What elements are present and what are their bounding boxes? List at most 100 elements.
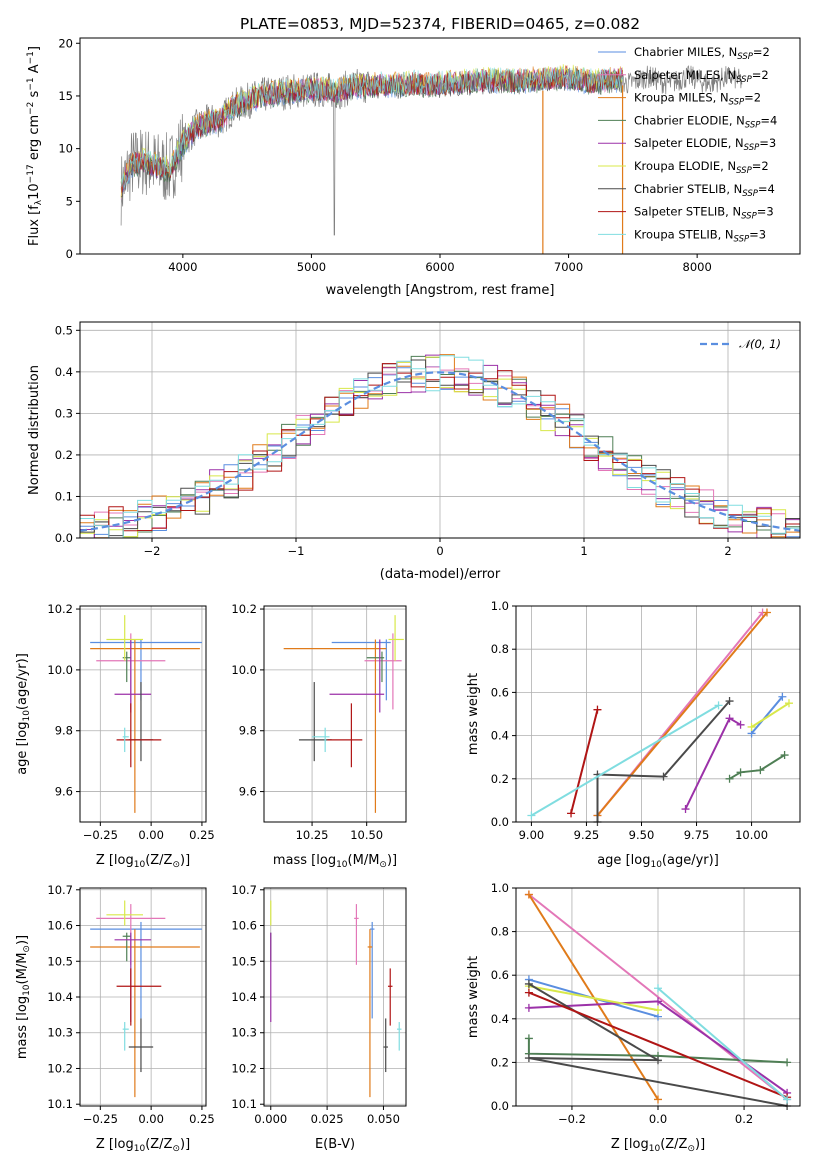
ssp-point-marker — [778, 692, 787, 701]
label-part: (M/M — [15, 953, 30, 985]
y-tick-label: 10.5 — [47, 954, 73, 968]
ssp-point-marker — [736, 720, 745, 729]
x-tick-label: 0.25 — [189, 1112, 215, 1126]
y-tick-label: 10.2 — [47, 602, 73, 616]
mass-weight-line — [751, 702, 790, 728]
y-tick-label: 9.8 — [55, 724, 73, 738]
ssp-point-marker — [784, 699, 793, 708]
legend-entry-sub: SSP — [741, 212, 757, 222]
y-tick-label: 10.1 — [231, 1097, 257, 1111]
x-tick-label: −0.25 — [83, 828, 118, 842]
label-part: mass [log — [273, 853, 336, 868]
legend-entry: Chabrier STELIB, NSSP=4 — [634, 182, 775, 199]
plot-frame — [79, 37, 801, 255]
legend-entry-name: Salpeter ELODIE, N — [634, 136, 744, 150]
ssp-point-marker — [762, 608, 771, 617]
y-tick-label: 0.3 — [55, 406, 73, 420]
label-part: )] — [180, 853, 190, 868]
x-tick-label: −1 — [288, 544, 305, 558]
label-part: Flux [f — [27, 205, 42, 246]
ssp-point-marker — [783, 1058, 792, 1067]
y-tick-label: 10.3 — [47, 1026, 73, 1040]
mass-weight-line — [528, 983, 788, 1107]
label-part: age [log — [597, 853, 650, 868]
label-part: )] — [695, 1137, 705, 1152]
y-tick-label: 10.2 — [231, 1061, 257, 1075]
label-part: 10 — [336, 860, 348, 870]
legend-entry-count: =4 — [758, 182, 775, 196]
x-tick-label: 10.25 — [296, 828, 329, 842]
ssp-point-marker — [654, 1006, 662, 1015]
label-part: ⊙ — [172, 860, 180, 870]
ssp-point-marker — [780, 751, 789, 760]
legend-entry: Salpeter STELIB, NSSP=3 — [634, 205, 774, 222]
legend-entry-count: =3 — [759, 136, 776, 150]
mass-weight-line — [530, 704, 720, 817]
legend-entry-sub: SSP — [744, 143, 760, 153]
age_vs_Z-panel: −0.25 0.00 0.259.69.810.010.2Z [log10(Z/Z⊙… — [15, 602, 215, 870]
ssp-point-marker — [527, 811, 536, 820]
label-part: −17 — [26, 164, 36, 183]
x-tick-label: 8000 — [683, 260, 712, 274]
label-part: λ — [34, 199, 44, 205]
y-tick-label: 0.6 — [491, 685, 509, 699]
y-tick-label: 10.3 — [231, 1026, 257, 1040]
normal-reference-curve — [79, 371, 801, 532]
residuals-panel: −2 −1 0 1 2 0.0 0.1 0.2 0.3 0.4 0.5 𝒩(0, 1) (data-mo… — [27, 321, 801, 582]
label-part: (Z/Z — [660, 1137, 687, 1152]
legend-entry-count: =2 — [752, 159, 769, 173]
y-tick-label: 10.4 — [231, 990, 257, 1004]
plot-frame — [79, 605, 207, 823]
label-part: )] — [180, 1137, 190, 1152]
legend-entry-name: Salpeter MILES, N — [634, 68, 736, 82]
legend-entry-sub: SSP — [736, 75, 752, 85]
label-part: 10 — [134, 1144, 146, 1154]
label-part: 10 — [650, 860, 662, 870]
y-axis-label: mass weight — [466, 673, 481, 755]
legend-entry-name: Kroupa ELODIE, N — [634, 159, 736, 173]
x-tick-label: 2 — [724, 544, 731, 558]
y-tick-label: 0.4 — [491, 729, 509, 743]
label-part: ⊙ — [22, 945, 32, 953]
y-tick-label: 0.1 — [55, 489, 73, 503]
y-tick-label: 10.6 — [231, 919, 257, 933]
figure-title: PLATE=0853, MJD=52374, FIBERID=0465, z=0… — [240, 15, 640, 33]
y-tick-label: 0.2 — [491, 772, 509, 786]
model-spectrum-line — [120, 66, 623, 189]
plot-frame — [79, 887, 207, 1107]
ssp-point-marker — [681, 805, 690, 814]
y-tick-label: 10.4 — [47, 990, 73, 1004]
y-tick-label: 0.2 — [491, 1055, 509, 1069]
plot-frame — [515, 605, 801, 823]
label-part: age [log — [15, 722, 30, 775]
mass-weight-line — [596, 611, 768, 817]
label-part: 10 — [134, 860, 146, 870]
y-axis-label: mass [log10(M/M⊙)] — [15, 935, 32, 1059]
y-tick-label: 10 — [58, 142, 73, 156]
mass-weight-line — [684, 716, 742, 810]
legend-entry-name: Kroupa MILES, N — [634, 91, 729, 105]
y-tick-label: 15 — [58, 89, 73, 103]
y-tick-label: 0 — [66, 247, 73, 261]
spectrum-panel: 4000 5000 6000 7000 8000 0 5 10 15 20 wavelength [… — [26, 36, 801, 298]
ssp-point-marker — [714, 701, 723, 710]
x-axis-label: Z [log10(Z/Z⊙)] — [96, 1137, 190, 1154]
legend-entry-name: Salpeter STELIB, N — [634, 205, 741, 219]
legend-entry-sub: SSP — [745, 120, 761, 130]
y-tick-label: 9.6 — [55, 785, 73, 799]
ssp-point-marker — [736, 768, 745, 777]
mass-weight-line — [528, 893, 659, 1101]
label-part: ⊙ — [379, 860, 387, 870]
label-part: Z [log — [96, 853, 134, 868]
legend-entry-count: =2 — [744, 91, 761, 105]
label-part: (Z/Z — [145, 1137, 172, 1152]
x-axis-label: wavelength [Angstrom, rest frame] — [326, 283, 555, 298]
label-part: −1 — [26, 77, 36, 90]
y-tick-label: 10.2 — [47, 1061, 73, 1075]
legend-entry-sub: SSP — [742, 189, 758, 199]
ssp-point-marker — [567, 809, 576, 818]
y-tick-label: 10.7 — [231, 883, 257, 897]
ssp-point-marker — [524, 988, 533, 997]
label-part: (age/yr)] — [15, 653, 30, 710]
